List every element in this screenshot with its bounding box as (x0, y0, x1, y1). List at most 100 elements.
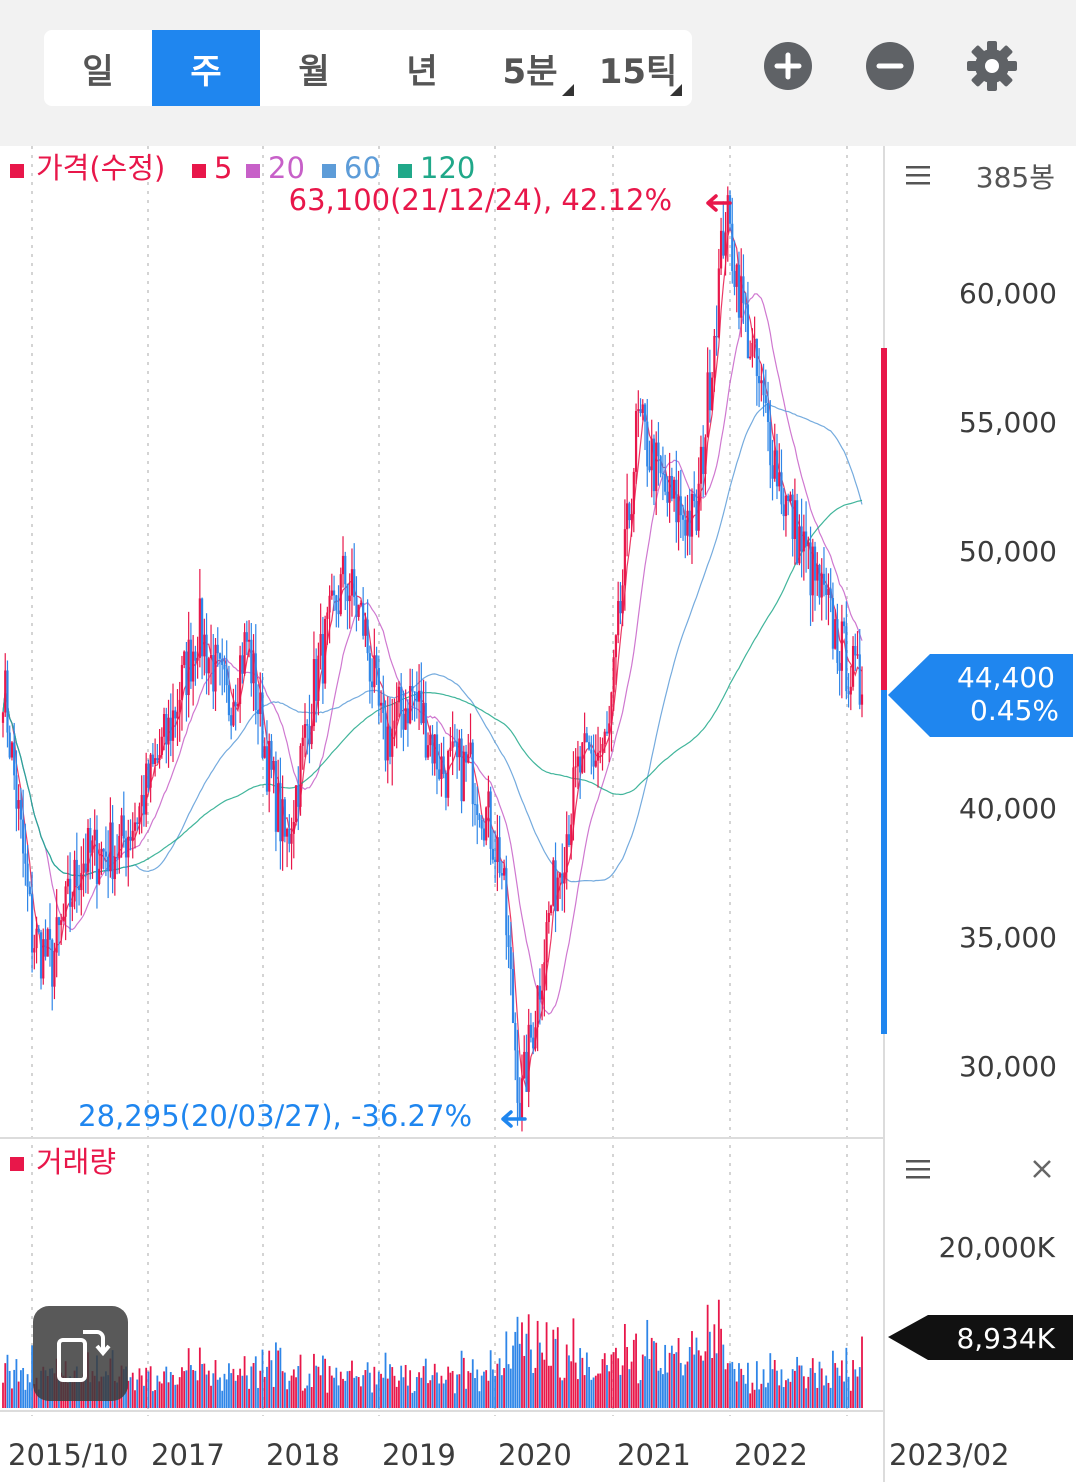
price-candle (749, 340, 752, 360)
price-candle (140, 775, 143, 834)
price-pane-menu-icon[interactable] (906, 166, 930, 185)
volume-bar (373, 1366, 376, 1408)
volume-bar (684, 1364, 687, 1408)
volume-bar (453, 1393, 456, 1408)
volume-bar (543, 1359, 546, 1408)
tab-15tick[interactable]: 15틱 (584, 30, 692, 106)
price-candle (778, 443, 781, 492)
volume-pane-menu-icon[interactable] (906, 1160, 930, 1179)
volume-bar (281, 1371, 284, 1408)
plus-icon (774, 52, 802, 80)
price-candle (860, 666, 864, 718)
volume-bar (194, 1370, 197, 1408)
tab-month[interactable]: 월 (260, 30, 368, 106)
price-candle (312, 631, 316, 732)
price-candle (230, 707, 233, 740)
price-candle (715, 305, 718, 356)
volume-bar (666, 1372, 669, 1408)
price-candle (438, 743, 441, 781)
price-candle (254, 624, 257, 725)
price-candle (655, 431, 658, 516)
price-candle (51, 938, 54, 1011)
volume-bar (516, 1316, 519, 1408)
volume-bar (160, 1383, 163, 1408)
volume-bar (451, 1370, 454, 1408)
volume-bar (713, 1324, 716, 1408)
dropdown-corner-icon (562, 84, 574, 96)
tab-week[interactable]: 주 (152, 30, 260, 106)
volume-bar (270, 1360, 273, 1408)
price-candle (355, 576, 358, 632)
price-candle (218, 652, 222, 686)
price-tick: 40,000 (959, 792, 1057, 825)
volume-bar (608, 1371, 611, 1408)
price-candle (241, 642, 244, 684)
volume-bar (196, 1380, 199, 1408)
price-candle (579, 745, 582, 799)
close-volume-pane-icon[interactable] (1033, 1160, 1051, 1178)
price-candle (268, 733, 271, 813)
price-candle (695, 489, 698, 536)
current-price-tag (888, 654, 1073, 737)
volume-bar (615, 1347, 617, 1408)
volume-bar (400, 1365, 403, 1408)
volume-bar (829, 1387, 832, 1408)
volume-bar (738, 1363, 740, 1408)
price-candle (292, 800, 295, 859)
price-candle (576, 740, 580, 789)
volume-bar (711, 1357, 714, 1408)
volume-bar (241, 1375, 244, 1408)
rotate-screen-button[interactable] (33, 1306, 128, 1401)
volume-bar (679, 1362, 682, 1408)
volume-bar (145, 1367, 148, 1408)
price-candle (386, 696, 389, 784)
price-candle (800, 498, 803, 578)
zoom-out-button[interactable] (866, 42, 914, 90)
price-candle (851, 636, 855, 691)
tab-day[interactable]: 일 (44, 30, 152, 106)
price-candle (487, 775, 490, 838)
volume-bar (351, 1360, 353, 1408)
price-candle (205, 613, 208, 695)
volume-bar (404, 1364, 407, 1408)
volume-bar (431, 1375, 434, 1408)
volume-bar (174, 1384, 177, 1408)
tab-year[interactable]: 년 (368, 30, 476, 106)
price-candle (619, 582, 622, 625)
price-candle (491, 829, 494, 864)
tab-5min[interactable]: 5분 (476, 30, 584, 106)
volume-bar (333, 1377, 335, 1408)
zoom-in-button[interactable] (764, 42, 812, 90)
price-candle (760, 364, 763, 402)
volume-bar (744, 1383, 747, 1408)
volume-bar (670, 1345, 673, 1408)
volume-bar (825, 1375, 828, 1408)
volume-bar (15, 1359, 18, 1408)
price-candle (198, 568, 201, 668)
volume-bar (800, 1365, 803, 1408)
gear-icon[interactable] (966, 40, 1018, 92)
price-candle (791, 488, 794, 557)
price-candle (136, 817, 139, 831)
volume-bar (740, 1368, 743, 1408)
volume-bar (791, 1369, 794, 1408)
price-candle (169, 693, 172, 757)
volume-bar (26, 1374, 29, 1408)
price-candle (565, 811, 568, 890)
price-candle (48, 903, 52, 967)
stock-chart[interactable]: 가격(수정) 5 20 60 120 63,100(21/12/24), 42.… (0, 146, 1076, 1482)
price-candle (757, 348, 761, 408)
price-candle (444, 770, 448, 811)
volume-bar (514, 1331, 517, 1408)
volume-bar (507, 1364, 510, 1408)
price-candle (485, 806, 488, 846)
price-candle (755, 338, 758, 406)
volume-bar (440, 1375, 443, 1408)
volume-bar (427, 1383, 429, 1408)
price-candle (62, 903, 65, 922)
volume-bar (375, 1384, 378, 1408)
volume-bar (158, 1381, 161, 1408)
legend-swatch-ma20 (246, 164, 260, 178)
time-axis: 2015/10 2017 2018 2019 2020 2021 2022 20… (8, 1438, 1009, 1472)
volume-bar (764, 1387, 767, 1408)
